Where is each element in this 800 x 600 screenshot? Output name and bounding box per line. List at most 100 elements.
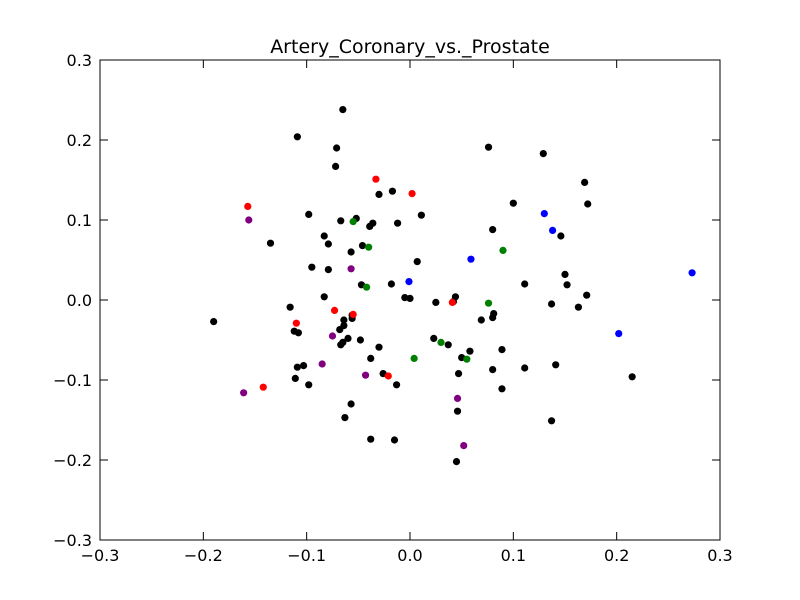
y-tick-label: −0.2 (53, 451, 92, 470)
data-point (375, 190, 383, 198)
data-point (463, 355, 471, 363)
data-point (540, 210, 548, 218)
data-point (454, 370, 463, 378)
data-point (498, 346, 506, 354)
x-tick-label: −0.3 (81, 546, 120, 565)
data-point (349, 218, 357, 226)
data-point (347, 400, 355, 408)
data-point (413, 258, 421, 266)
data-point (408, 190, 416, 198)
data-point (467, 255, 475, 263)
data-point (372, 175, 380, 183)
data-point (390, 436, 399, 444)
data-point (363, 283, 371, 291)
data-point (339, 106, 347, 114)
data-point (615, 330, 623, 338)
data-point (259, 383, 267, 391)
data-point (320, 232, 328, 240)
data-point (292, 319, 300, 327)
data-point (356, 336, 364, 344)
y-tick-label: 0.0 (67, 291, 92, 310)
data-point (337, 341, 345, 349)
data-point (477, 316, 485, 324)
data-point (460, 442, 468, 450)
data-point (361, 371, 370, 379)
data-point (563, 281, 571, 289)
data-point (509, 199, 517, 207)
data-point (584, 200, 592, 208)
data-point (489, 366, 497, 374)
x-tick-label: 0.2 (604, 546, 629, 565)
data-point (293, 133, 301, 141)
data-point (574, 303, 583, 311)
data-point (552, 361, 560, 369)
data-point (453, 394, 462, 402)
data-point (293, 363, 301, 371)
data-point (375, 343, 383, 351)
data-point (324, 240, 332, 248)
data-point (305, 210, 313, 218)
data-point (294, 329, 302, 337)
data-point (452, 458, 461, 466)
data-point (286, 303, 294, 311)
data-point (308, 263, 316, 271)
data-point (581, 178, 589, 186)
data-point (320, 293, 328, 301)
data-point (432, 298, 440, 306)
data-point (384, 372, 392, 380)
data-point (367, 435, 375, 443)
data-point (324, 266, 332, 274)
y-tick-label: −0.1 (53, 371, 92, 390)
data-point (499, 246, 507, 254)
data-point (549, 226, 557, 234)
plot-area: −0.3 −0.2 −0.1 0.0 0.1 0.2 0.3 −0.3 −0.2 −0.1 0.0 0… (53, 51, 733, 565)
data-point (341, 414, 349, 422)
data-point (394, 219, 402, 227)
data-point (547, 417, 556, 425)
data-point (406, 294, 414, 302)
data-point (417, 211, 425, 219)
data-point (240, 389, 248, 397)
data-point (498, 385, 506, 393)
data-point (448, 298, 456, 306)
data-point (332, 162, 340, 170)
data-point (521, 364, 529, 372)
x-tick-label: −0.1 (287, 546, 326, 565)
data-point (489, 314, 497, 322)
data-point (291, 374, 299, 382)
data-point (688, 269, 696, 277)
data-point (489, 226, 497, 234)
x-tick-label: 0.0 (397, 546, 422, 565)
data-point (358, 242, 367, 250)
data-point (453, 407, 462, 415)
data-point (333, 144, 341, 152)
data-point (365, 243, 373, 251)
data-point (244, 202, 252, 210)
data-point (387, 280, 395, 288)
data-point (336, 326, 344, 334)
data-point (405, 278, 413, 286)
data-point (266, 239, 275, 247)
data-point (367, 354, 375, 362)
data-point (318, 360, 326, 368)
data-point (340, 316, 348, 324)
data-point (337, 217, 345, 225)
data-point (392, 381, 401, 389)
data-point (388, 187, 397, 195)
data-point (347, 265, 355, 273)
y-tick-label: −0.3 (53, 531, 92, 550)
data-point (245, 216, 253, 224)
x-tick-label: 0.1 (501, 546, 526, 565)
chart-title: Artery_Coronary_vs._Prostate (270, 36, 550, 58)
y-tick-label: 0.2 (67, 131, 92, 150)
data-point (299, 362, 308, 370)
data-point (557, 232, 565, 240)
data-point (484, 143, 493, 151)
data-point (437, 338, 445, 346)
data-point (349, 310, 357, 318)
data-point (305, 381, 313, 389)
data-point (484, 299, 493, 307)
data-point (330, 306, 339, 314)
data-point (328, 332, 337, 340)
